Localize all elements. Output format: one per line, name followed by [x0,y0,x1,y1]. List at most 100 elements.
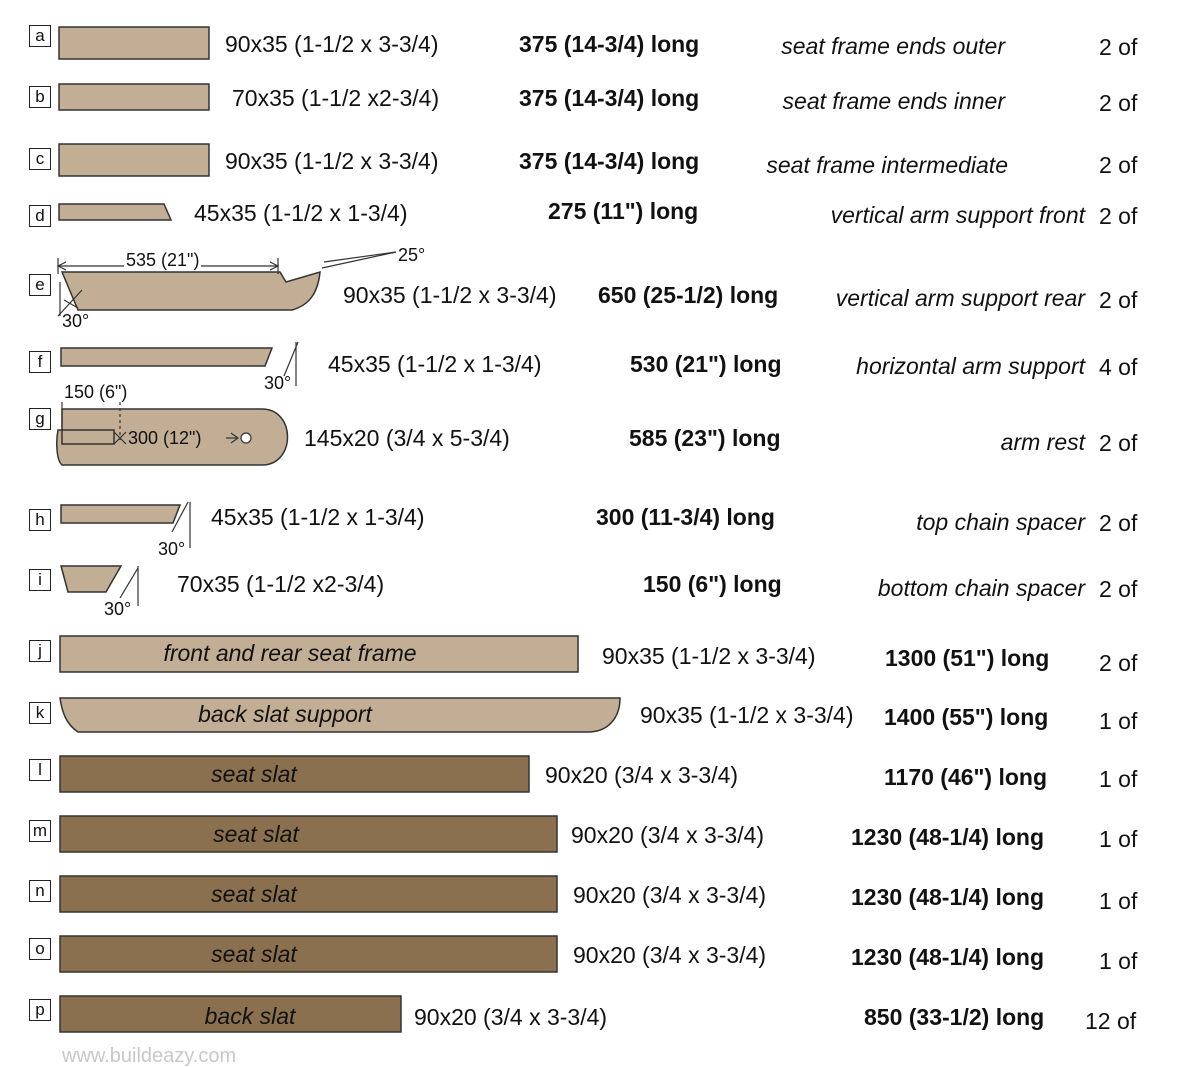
part-d-quantity: 2 of [1099,203,1138,229]
part-m-label: seat slat [213,821,299,847]
part-g-offset: 150 (6") [64,382,128,402]
part-i-quantity: 2 of [1099,576,1138,602]
part-h-description: top chain spacer [916,509,1085,535]
part-g-description: arm rest [1000,429,1085,455]
part-d-dims: 45x35 (1-1/2 x 1-3/4) [194,200,408,226]
part-d-description: vertical arm support front [830,202,1085,228]
part-j-quantity: 2 of [1099,650,1138,676]
part-e-description: vertical arm support rear [835,285,1085,311]
part-k-letter: k [29,702,51,724]
part-f-letter: f [29,351,51,373]
part-p-label: back slat [204,1003,296,1029]
part-i-length: 150 (6") long [643,571,782,597]
part-g-hole-spacing: 300 (12") [128,428,202,448]
part-h-dims: 45x35 (1-1/2 x 1-3/4) [211,504,425,530]
part-c-letter: c [29,148,51,170]
part-o-board [59,935,558,973]
part-j-board [59,635,579,673]
part-c-quantity: 2 of [1099,152,1138,178]
part-k-label: back slat support [198,701,372,727]
part-o-quantity: 1 of [1099,948,1138,974]
part-k-quantity: 1 of [1099,708,1138,734]
part-o-length: 1230 (48-1/4) long [851,944,1045,970]
part-m-dims: 90x20 (3/4 x 3-3/4) [571,822,765,848]
part-n-board [59,875,558,913]
part-m-board [59,815,558,853]
part-j-length: 1300 (51") long [885,645,1050,671]
part-i-description: bottom chain spacer [877,575,1085,601]
part-k-board [59,697,621,733]
part-o-dims: 90x20 (3/4 x 3-3/4) [573,942,767,968]
part-e-letter: e [29,274,51,296]
part-d-letter: d [29,205,51,227]
part-g-quantity: 2 of [1099,430,1138,456]
part-i-letter: i [29,569,51,591]
part-m-length: 1230 (48-1/4) long [851,824,1045,850]
part-n-dims: 90x20 (3/4 x 3-3/4) [573,882,767,908]
part-l-length: 1170 (46") long [884,764,1048,790]
part-h-angle: 30° [158,539,186,559]
part-c-board [58,143,210,177]
part-p-letter: p [29,999,51,1021]
part-n-letter: n [29,880,51,902]
part-e-length: 650 (25-1/2) long [598,282,779,308]
part-b-dims: 70x35 (1-1/2 x2-3/4) [232,85,440,111]
part-e-bottom-angle: 30° [62,311,90,331]
part-f-dims: 45x35 (1-1/2 x 1-3/4) [328,351,542,377]
part-b-quantity: 2 of [1099,90,1138,116]
part-b-board [58,83,210,111]
part-g-board [56,408,289,466]
part-l-letter: l [29,759,51,781]
part-m-quantity: 1 of [1099,826,1138,852]
part-n-quantity: 1 of [1099,888,1138,914]
part-g-dims: 145x20 (3/4 x 5-3/4) [304,425,510,451]
part-f-quantity: 4 of [1099,354,1138,380]
part-p-dims: 90x20 (3/4 x 3-3/4) [414,1004,608,1030]
part-m-letter: m [29,820,51,842]
part-l-quantity: 1 of [1099,766,1138,792]
part-a-length: 375 (14-3/4) long [519,31,700,57]
part-n-label: seat slat [211,881,297,907]
part-h-board [60,504,182,524]
part-e-dims: 90x35 (1-1/2 x 3-3/4) [343,282,557,308]
part-n-length: 1230 (48-1/4) long [851,884,1045,910]
part-h-quantity: 2 of [1099,510,1138,536]
part-d-length: 275 (11") long [548,198,699,224]
part-a-description: seat frame ends outer [781,33,1005,59]
part-d-board [58,203,173,221]
part-l-dims: 90x20 (3/4 x 3-3/4) [545,762,739,788]
part-a-board [58,26,210,60]
part-l-label: seat slat [211,761,297,787]
part-f-length: 530 (21") long [630,351,782,377]
part-i-angle: 30° [104,599,132,619]
part-p-board [59,995,402,1033]
part-e-angle-line [321,251,397,269]
part-a-letter: a [29,25,51,47]
part-l-board [59,755,530,793]
part-j-letter: j [29,640,51,662]
part-h-length: 300 (11-3/4) long [596,504,775,530]
part-p-length: 850 (33-1/2) long [864,1004,1045,1030]
part-f-board [60,347,274,367]
part-h-letter: h [29,509,51,531]
part-e-length-annotation: 535 (21") [124,250,202,270]
part-p-quantity: 12 of [1085,1008,1137,1034]
part-o-label: seat slat [211,941,297,967]
part-a-quantity: 2 of [1099,34,1138,60]
part-f-description: horizontal arm support [856,353,1085,379]
part-f-angle: 30° [264,373,292,393]
part-g-letter: g [29,408,51,430]
part-o-letter: o [29,938,51,960]
part-a-dims: 90x35 (1-1/2 x 3-3/4) [225,31,439,57]
part-c-length: 375 (14-3/4) long [519,148,700,174]
part-b-length: 375 (14-3/4) long [519,85,700,111]
part-g-length: 585 (23") long [629,425,781,451]
part-i-dims: 70x35 (1-1/2 x2-3/4) [177,571,385,597]
part-c-dims: 90x35 (1-1/2 x 3-3/4) [225,148,439,174]
part-c-description: seat frame intermediate [766,152,1008,178]
part-g-hole [240,432,252,444]
part-k-dims: 90x35 (1-1/2 x 3-3/4) [640,702,854,728]
part-e-quantity: 2 of [1099,287,1138,313]
part-b-letter: b [29,86,51,108]
